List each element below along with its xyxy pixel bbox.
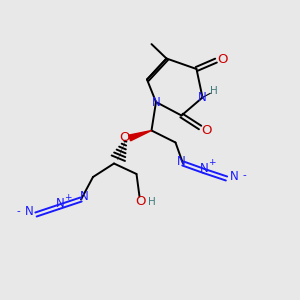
Text: N: N <box>80 190 88 203</box>
Text: N: N <box>230 169 238 183</box>
Text: O: O <box>119 130 130 144</box>
Text: N: N <box>152 95 160 109</box>
Text: N: N <box>198 91 207 104</box>
Text: H: H <box>148 197 156 207</box>
Polygon shape <box>129 130 152 141</box>
Text: N: N <box>56 197 64 210</box>
Text: +: + <box>208 158 215 167</box>
Text: O: O <box>202 124 212 137</box>
Text: N: N <box>200 161 209 175</box>
Text: N: N <box>25 205 34 218</box>
Text: -: - <box>243 170 246 181</box>
Text: H: H <box>210 86 218 96</box>
Text: N: N <box>177 154 186 168</box>
Text: -: - <box>17 206 20 216</box>
Text: O: O <box>217 52 228 66</box>
Text: O: O <box>136 195 146 208</box>
Text: +: + <box>64 194 71 202</box>
